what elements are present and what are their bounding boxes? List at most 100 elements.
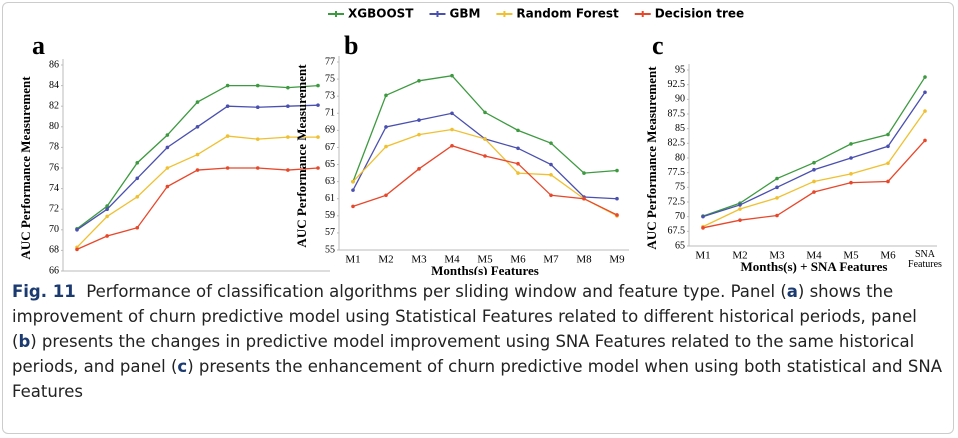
y-tick-label: 55 xyxy=(325,244,335,255)
y-tick-label: 95 xyxy=(675,64,685,75)
series-line xyxy=(76,135,318,248)
y-tick-label: 85 xyxy=(675,123,685,134)
y-tick-label: 86 xyxy=(49,59,59,70)
legend-marker xyxy=(333,11,339,17)
x-tick-label: M4 xyxy=(806,250,822,262)
y-tick-label: 77.5 xyxy=(668,167,686,178)
data-point xyxy=(417,118,421,122)
data-point xyxy=(417,167,421,171)
data-point xyxy=(105,234,109,238)
caption-text: ) presents the enhancement of churn pred… xyxy=(12,357,942,401)
data-point xyxy=(225,83,230,88)
data-point xyxy=(316,166,320,170)
legend-label: Random Forest xyxy=(516,7,619,21)
data-point xyxy=(255,83,260,88)
data-point xyxy=(165,145,170,150)
y-tick-label: 67 xyxy=(325,142,335,153)
data-point xyxy=(316,83,320,88)
data-point xyxy=(549,193,553,198)
data-point xyxy=(812,190,816,194)
data-point xyxy=(165,184,170,189)
data-point xyxy=(615,168,619,173)
data-point xyxy=(450,73,454,78)
y-tick-label: 76 xyxy=(49,162,59,173)
data-point xyxy=(286,168,290,172)
panel-letter: c xyxy=(652,31,664,60)
data-point xyxy=(483,110,487,115)
legend-marker xyxy=(501,11,508,17)
data-point xyxy=(849,180,853,185)
caption: Fig. 11 Performance of classification al… xyxy=(12,279,942,404)
series-line xyxy=(76,104,319,231)
y-tick-label: 68 xyxy=(49,245,59,256)
y-tick-label: 70 xyxy=(49,224,59,235)
data-point xyxy=(316,135,320,139)
legend-marker xyxy=(639,11,646,17)
data-point xyxy=(255,137,260,141)
data-point xyxy=(549,173,553,177)
caption-text: ) presents the changes in predictive mod… xyxy=(12,332,915,376)
y-axis-label: AUC Performance Measurement xyxy=(18,76,33,260)
caption-panel-ref: b xyxy=(18,332,31,351)
panel-letter: a xyxy=(32,31,45,60)
data-point xyxy=(849,156,853,160)
y-tick-label: 61 xyxy=(325,193,335,204)
data-point xyxy=(351,204,355,209)
data-point xyxy=(165,133,170,137)
caption-text: Performance of classification algorithms… xyxy=(86,282,787,301)
data-point xyxy=(516,128,520,133)
y-tick-label: 84 xyxy=(49,80,59,91)
x-tick-label: M3 xyxy=(411,254,427,266)
data-point xyxy=(886,144,890,149)
x-axis-label: Months(s) + SNA Features xyxy=(741,259,888,274)
x-tick-label: SNA Features xyxy=(908,249,942,270)
data-point xyxy=(286,104,290,108)
data-point xyxy=(923,75,927,79)
y-tick-label: 78 xyxy=(49,142,59,153)
data-point xyxy=(75,228,79,232)
data-point xyxy=(582,196,586,201)
y-tick-label: 66 xyxy=(49,265,59,275)
y-tick-label: 71 xyxy=(325,108,335,119)
y-axis-label: AUC Performance Measurement xyxy=(294,64,309,248)
x-tick-label: M5 xyxy=(477,254,493,266)
y-tick-label: 57 xyxy=(325,227,335,238)
data-point xyxy=(225,104,230,108)
data-point xyxy=(775,185,779,190)
y-tick-label: 75 xyxy=(325,73,335,84)
data-point xyxy=(255,105,260,110)
data-point xyxy=(516,146,520,151)
series-line xyxy=(702,76,926,217)
y-tick-label: 80 xyxy=(49,121,59,132)
data-point xyxy=(775,176,779,181)
caption-text: ) shows the improvement of churn predict… xyxy=(12,282,917,351)
series-line xyxy=(702,139,926,229)
legend-label: XGBOOST xyxy=(348,7,414,21)
data-point xyxy=(582,171,586,175)
data-point xyxy=(105,204,109,208)
data-point xyxy=(775,213,779,218)
panel-letter: b xyxy=(344,31,358,60)
legend-marker xyxy=(434,11,441,17)
data-point xyxy=(738,203,742,207)
data-point xyxy=(135,195,140,199)
data-point xyxy=(105,207,109,211)
data-point xyxy=(483,154,487,158)
x-tick-label: M5 xyxy=(843,250,859,262)
data-point xyxy=(135,161,140,165)
data-point xyxy=(849,142,853,146)
y-tick-label: 77 xyxy=(325,56,335,67)
data-point xyxy=(812,160,816,165)
data-point xyxy=(701,226,705,230)
x-tick-label: M7 xyxy=(543,254,559,266)
x-tick-label: M6 xyxy=(510,254,526,266)
data-point xyxy=(351,179,355,184)
data-point xyxy=(195,152,200,157)
y-tick-label: 70 xyxy=(675,211,685,222)
data-point xyxy=(812,167,816,172)
data-point xyxy=(417,79,421,83)
data-point xyxy=(549,141,553,145)
y-tick-label: 90 xyxy=(675,94,685,105)
legend-label: GBM xyxy=(449,7,480,21)
